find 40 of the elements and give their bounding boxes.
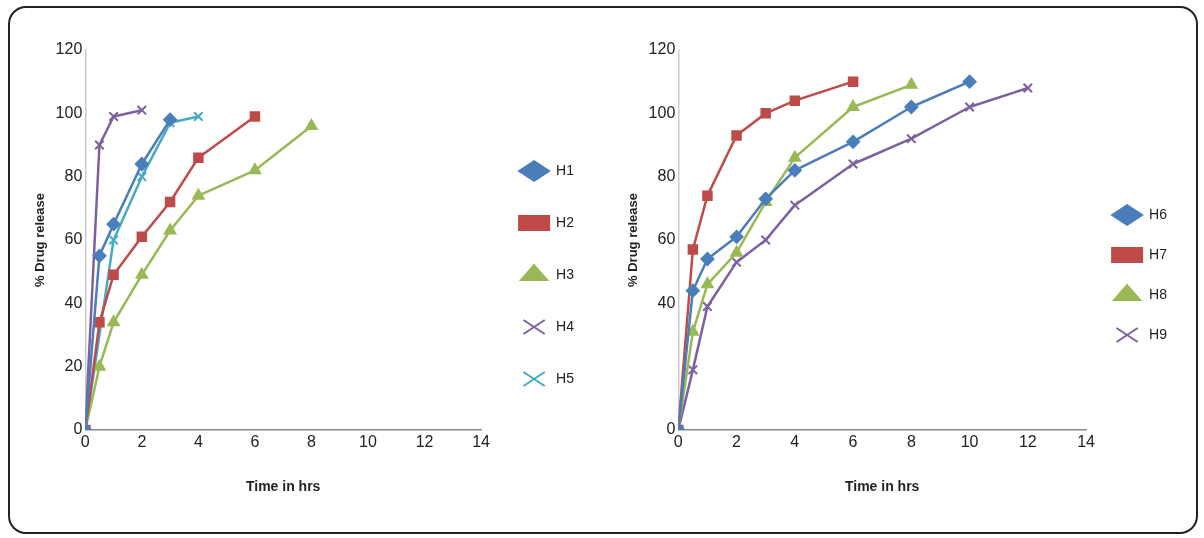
legend-label: H9 [1149, 325, 1168, 342]
x-tick-label: 12 [415, 433, 434, 451]
y-tick-label: 40 [64, 293, 83, 311]
y-tick-label: 60 [657, 230, 676, 248]
y-tick-label: 40 [657, 293, 676, 311]
legend-label: H7 [1149, 245, 1168, 262]
y-tick-label: 80 [657, 167, 676, 185]
y-tick-label: 120 [55, 40, 83, 58]
x-tick-label: 12 [1018, 433, 1037, 451]
y-tick-label: 120 [648, 40, 676, 58]
y-tick-label: 0 [73, 420, 83, 438]
y-tick-label: 60 [64, 230, 83, 248]
x-tick-label: 2 [137, 433, 147, 451]
legend-label: H8 [1149, 285, 1168, 302]
x-tick-label: 10 [960, 433, 979, 451]
x-tick-label: 14 [1077, 433, 1096, 451]
legend-label: H5 [556, 369, 575, 386]
legend-label: H2 [556, 213, 575, 230]
legend-label: H6 [1149, 205, 1168, 222]
y-tick-label: 100 [55, 103, 83, 121]
y-tick-label: 100 [648, 103, 676, 121]
y-tick-label: 0 [666, 420, 676, 438]
y-tick-label: 20 [64, 357, 83, 375]
x-tick-label: 4 [790, 433, 800, 451]
legend-label: H1 [556, 161, 575, 178]
legend-label: H4 [556, 317, 575, 334]
x-tick-label: 2 [732, 433, 742, 451]
y-axis-title: % Drug release [625, 193, 641, 287]
y-axis-title: % Drug release [32, 193, 48, 287]
x-tick-label: 6 [848, 433, 858, 451]
x-tick-label: 10 [359, 433, 378, 451]
x-tick-label: 4 [193, 433, 203, 451]
x-axis-title: Time in hrs [245, 478, 321, 495]
y-tick-label: 80 [64, 167, 83, 185]
x-tick-label: 6 [250, 433, 260, 451]
x-tick-label: 8 [906, 433, 916, 451]
x-tick-label: 8 [307, 433, 317, 451]
x-axis-title: Time in hrs [844, 478, 920, 495]
x-tick-label: 14 [472, 433, 491, 451]
legend-label: H3 [556, 265, 575, 282]
